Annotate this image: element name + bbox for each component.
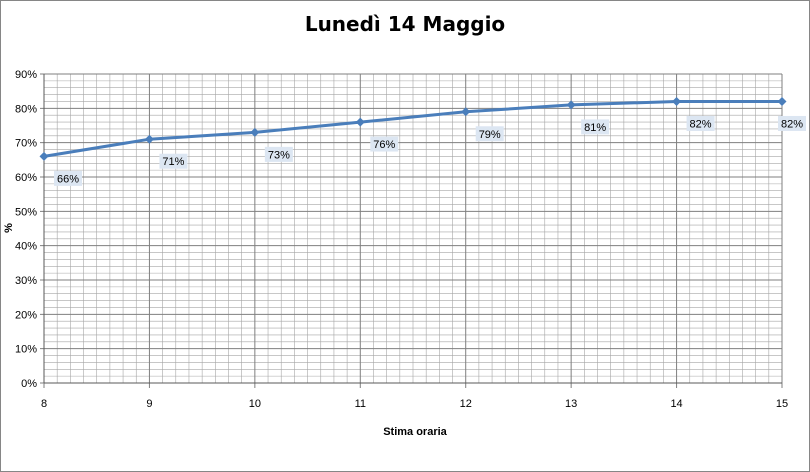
x-tick-label: 8 [41, 398, 47, 410]
data-label-background [264, 146, 293, 162]
x-tick-label: 10 [249, 398, 261, 410]
y-tick-label: 70% [15, 138, 37, 150]
chart-title: Lunedì 14 Maggio [304, 12, 506, 36]
x-tick-label: 9 [146, 398, 152, 410]
data-point-marker [566, 100, 576, 110]
x-axis-label: Stima oraria [383, 426, 447, 438]
data-label-background [54, 170, 82, 186]
data-label: 71% [162, 156, 184, 168]
x-tick-label: 15 [776, 398, 788, 410]
data-point-marker [461, 107, 471, 117]
x-tick-label: 11 [355, 398, 366, 410]
data-label: 76% [373, 139, 395, 151]
y-tick-label: 50% [15, 206, 37, 218]
data-point-marker [672, 96, 682, 106]
data-label-background [778, 115, 806, 131]
data-label-background [370, 136, 399, 152]
data-point-marker [250, 127, 260, 137]
data-label-background [686, 115, 715, 131]
y-tick-label: 20% [15, 309, 37, 321]
data-label: 82% [690, 118, 712, 130]
x-tick-label: 12 [460, 398, 472, 410]
data-label: 73% [268, 149, 290, 161]
y-tick-label: 30% [15, 275, 37, 287]
data-label-background [581, 119, 610, 135]
y-tick-label: 10% [15, 344, 37, 356]
x-tick-label: 13 [565, 398, 577, 410]
y-tick-label: 80% [15, 103, 37, 115]
y-tick-label: 0% [21, 378, 37, 390]
data-point-marker [144, 134, 154, 144]
y-tick-label: 60% [15, 172, 37, 184]
data-point-marker [39, 151, 49, 161]
data-label-background [159, 153, 188, 169]
y-tick-label: 40% [15, 241, 37, 253]
x-tick-label: 14 [670, 398, 682, 410]
data-label: 79% [479, 129, 501, 141]
data-point-marker [777, 96, 787, 106]
data-label-background [475, 126, 504, 142]
data-label: 81% [584, 122, 606, 134]
data-point-marker [355, 117, 365, 127]
y-tick-label: 90% [15, 69, 37, 81]
data-label: 66% [57, 173, 79, 185]
series-line [43, 100, 782, 158]
data-label: 82% [781, 118, 803, 130]
